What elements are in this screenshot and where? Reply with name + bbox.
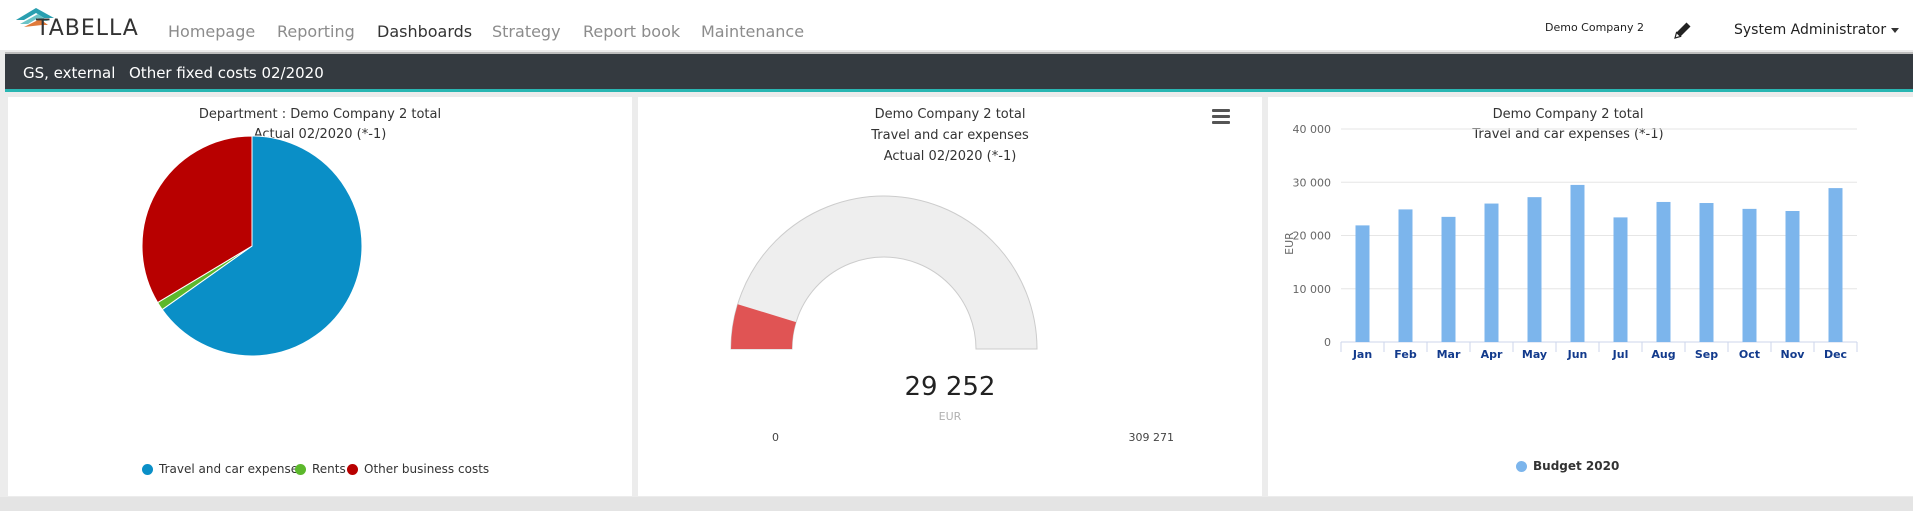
nav-maintenance[interactable]: Maintenance (701, 22, 805, 41)
bar-jun[interactable] (1570, 184, 1585, 342)
x-tick-label: Jun (1567, 348, 1588, 361)
legend-label: Other business costs (364, 462, 490, 476)
x-tick-label: Sep (1695, 348, 1718, 361)
x-tick-label: Feb (1394, 348, 1417, 361)
nav-report-book[interactable]: Report book (583, 22, 681, 41)
chevron-down-icon (1891, 27, 1900, 33)
legend-dot-icon (295, 463, 306, 475)
nav-homepage[interactable]: Homepage (168, 22, 256, 41)
legend-dot-icon (347, 463, 358, 475)
user-menu[interactable]: System Administrator (1734, 22, 1900, 38)
legend-dot-icon (1516, 460, 1527, 472)
legend-label: Budget 2020 (1533, 459, 1620, 473)
gauge-title: Demo Company 2 total (874, 107, 1026, 122)
bar-title: Demo Company 2 total (1492, 107, 1644, 122)
y-tick-label: 40 000 (1293, 123, 1332, 136)
page-footer-strip (0, 497, 1913, 511)
gauge-min: 0 (772, 431, 779, 444)
bar-may[interactable] (1527, 197, 1542, 342)
x-tick-label: Dec (1824, 348, 1847, 361)
bar-chart: 0 10 000 20 000 30 000 40 000 EUR Jan Feb Mar Apr… (1283, 123, 1858, 361)
gauge-subtitle: Travel and car expenses (871, 128, 1029, 143)
x-tick-label: Jan (1352, 348, 1372, 361)
gauge-period: Actual 02/2020 (*-1) (883, 149, 1017, 164)
x-tick-label: Jul (1612, 348, 1629, 361)
nav-strategy[interactable]: Strategy (492, 22, 561, 41)
pie-slice-travel-and-car-expenses[interactable] (161, 135, 363, 357)
legend-travel[interactable]: Travel and car expenses (142, 462, 304, 476)
dashboard-title: Other fixed costs 02/2020 (129, 64, 324, 82)
gauge-track (730, 195, 1038, 350)
bar-sep[interactable] (1699, 203, 1714, 342)
y-tick-label: 30 000 (1293, 176, 1332, 189)
x-tick-label: May (1522, 348, 1547, 361)
top-navigation: TABELLA Homepage Reporting Dashboards St… (0, 0, 1913, 50)
bar-chart-panel: Demo Company 2 total Travel and car expe… (1268, 97, 1913, 496)
bar-feb[interactable] (1398, 209, 1413, 342)
gauge-fill (731, 304, 797, 349)
x-tick-label: Nov (1781, 348, 1806, 361)
bar-oct[interactable] (1742, 208, 1757, 342)
bar-subtitle: Travel and car expenses (*-1) (1472, 127, 1664, 142)
legend-dot-icon (142, 463, 153, 475)
x-tick-label: Aug (1651, 348, 1675, 361)
legend-label: Travel and car expenses (159, 462, 305, 476)
bar-mar[interactable] (1441, 216, 1456, 342)
x-tick-label: Mar (1437, 348, 1461, 361)
gauge-unit: EUR (938, 410, 962, 423)
pencil-icon[interactable] (1672, 19, 1694, 41)
y-tick-label: 20 000 (1293, 230, 1332, 243)
legend-budget-2020[interactable]: Budget 2020 (1516, 459, 1619, 473)
x-tick-label: Oct (1739, 348, 1760, 361)
legend-other[interactable]: Other business costs (347, 462, 489, 476)
company-selector[interactable]: Demo Company 2 (1545, 21, 1645, 34)
bar-aug[interactable] (1656, 201, 1671, 342)
y-tick-label: 10 000 (1293, 283, 1332, 296)
pie-subtitle: Actual 02/2020 (*-1) (253, 127, 387, 142)
dashboard-header-bar: GS, external Other fixed costs 02/2020 (5, 52, 1913, 92)
bar-nov[interactable] (1785, 211, 1800, 342)
gauge-chart (730, 195, 1038, 350)
bar-dec[interactable] (1828, 188, 1843, 342)
menu-icon[interactable] (1212, 109, 1230, 124)
scope-label: GS, external (23, 64, 116, 82)
bar-jul[interactable] (1613, 217, 1628, 342)
pie-chart-panel: Department : Demo Company 2 total Actual… (8, 97, 632, 496)
legend-rents[interactable]: Rents (295, 462, 346, 476)
nav-dashboards[interactable]: Dashboards (377, 22, 473, 41)
logo-text: TABELLA (36, 16, 139, 41)
gauge-max: 309 271 (1128, 431, 1175, 444)
gauge-value: 29 252 (904, 372, 996, 402)
pie-chart[interactable] (8, 97, 632, 496)
gauge-panel: Demo Company 2 total Travel and car expe… (638, 97, 1262, 496)
pie-slice-other-business-costs[interactable] (141, 135, 253, 304)
y-tick-label: 0 (1324, 336, 1331, 349)
legend-label: Rents (312, 462, 346, 476)
x-tick-label: Apr (1481, 348, 1503, 361)
bar-apr[interactable] (1484, 203, 1499, 342)
y-axis-label: EUR (1283, 232, 1296, 255)
tabella-logo-icon[interactable] (14, 4, 154, 44)
user-name: System Administrator (1734, 22, 1887, 38)
pie-title: Department : Demo Company 2 total (198, 107, 442, 122)
bar-jan[interactable] (1355, 225, 1370, 342)
nav-reporting[interactable]: Reporting (277, 22, 355, 41)
